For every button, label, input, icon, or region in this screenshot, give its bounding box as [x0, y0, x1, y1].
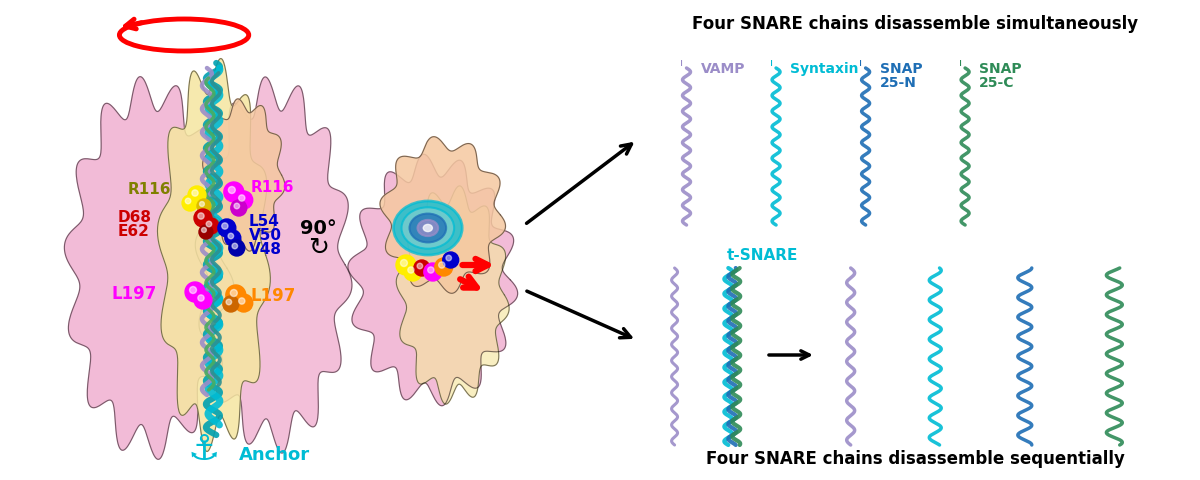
Text: R116: R116: [127, 182, 170, 197]
Circle shape: [230, 289, 238, 297]
Polygon shape: [348, 154, 517, 406]
Text: ı: ı: [680, 58, 683, 68]
Text: SNAP: SNAP: [880, 62, 922, 76]
Circle shape: [418, 263, 422, 269]
Circle shape: [202, 228, 206, 232]
Circle shape: [185, 198, 191, 204]
Text: Anchor: Anchor: [239, 446, 310, 464]
Polygon shape: [396, 186, 509, 404]
Text: D68: D68: [118, 211, 151, 226]
Polygon shape: [157, 59, 270, 451]
Circle shape: [239, 298, 245, 304]
Circle shape: [439, 262, 445, 268]
Ellipse shape: [409, 214, 446, 242]
Text: 90°: 90°: [300, 218, 337, 238]
Text: R116: R116: [251, 180, 294, 194]
Circle shape: [197, 199, 211, 213]
Text: Syntaxin: Syntaxin: [790, 62, 858, 76]
Circle shape: [396, 255, 416, 275]
Circle shape: [401, 260, 408, 266]
Polygon shape: [380, 137, 505, 293]
Text: VAMP: VAMP: [701, 62, 745, 76]
Circle shape: [224, 182, 244, 202]
Circle shape: [234, 203, 240, 209]
Ellipse shape: [394, 201, 462, 255]
Circle shape: [190, 287, 197, 293]
Circle shape: [408, 267, 414, 273]
Circle shape: [232, 243, 238, 249]
Circle shape: [226, 285, 246, 305]
Circle shape: [226, 299, 232, 305]
Polygon shape: [196, 77, 352, 453]
Text: 25-N: 25-N: [880, 76, 917, 90]
Circle shape: [206, 221, 211, 227]
Circle shape: [228, 187, 235, 193]
Circle shape: [434, 258, 452, 276]
Circle shape: [229, 240, 245, 256]
Text: 25-C: 25-C: [979, 76, 1014, 90]
Text: Four SNARE chains disassemble sequentially: Four SNARE chains disassemble sequential…: [706, 450, 1124, 468]
Ellipse shape: [418, 220, 438, 236]
Circle shape: [224, 230, 241, 246]
Circle shape: [188, 186, 206, 204]
Text: L197: L197: [112, 285, 157, 303]
Circle shape: [404, 263, 422, 281]
Circle shape: [194, 209, 212, 227]
Circle shape: [199, 202, 204, 206]
Text: L197: L197: [251, 287, 296, 305]
Circle shape: [228, 233, 234, 239]
Circle shape: [235, 294, 253, 312]
Ellipse shape: [424, 224, 432, 232]
Circle shape: [185, 282, 205, 302]
Circle shape: [427, 267, 434, 273]
Circle shape: [443, 252, 458, 268]
Circle shape: [239, 195, 245, 201]
Text: t-SNARE: t-SNARE: [726, 248, 798, 263]
Text: SNAP: SNAP: [979, 62, 1021, 76]
Circle shape: [222, 223, 228, 229]
Text: ↻: ↻: [308, 236, 329, 260]
Text: ı: ı: [769, 58, 773, 68]
Circle shape: [182, 195, 198, 211]
Circle shape: [218, 219, 236, 237]
Text: L54: L54: [248, 215, 280, 229]
Text: E62: E62: [118, 225, 149, 240]
Circle shape: [446, 255, 451, 261]
Text: Four SNARE chains disassemble simultaneously: Four SNARE chains disassemble simultaneo…: [692, 15, 1139, 33]
Circle shape: [198, 295, 204, 301]
Circle shape: [230, 200, 247, 216]
Circle shape: [203, 218, 218, 234]
Text: ı: ı: [959, 58, 961, 68]
Circle shape: [424, 263, 442, 281]
Circle shape: [194, 291, 212, 309]
Circle shape: [235, 191, 253, 209]
Circle shape: [192, 190, 198, 196]
Polygon shape: [203, 99, 284, 251]
Circle shape: [198, 213, 204, 219]
Text: ⚓: ⚓: [187, 433, 220, 467]
Circle shape: [199, 225, 212, 239]
Text: ı: ı: [859, 58, 862, 68]
Polygon shape: [65, 77, 234, 459]
Ellipse shape: [402, 207, 454, 249]
Circle shape: [414, 260, 430, 276]
Text: V50: V50: [248, 228, 282, 242]
Text: V48: V48: [248, 241, 282, 256]
Circle shape: [223, 296, 239, 312]
